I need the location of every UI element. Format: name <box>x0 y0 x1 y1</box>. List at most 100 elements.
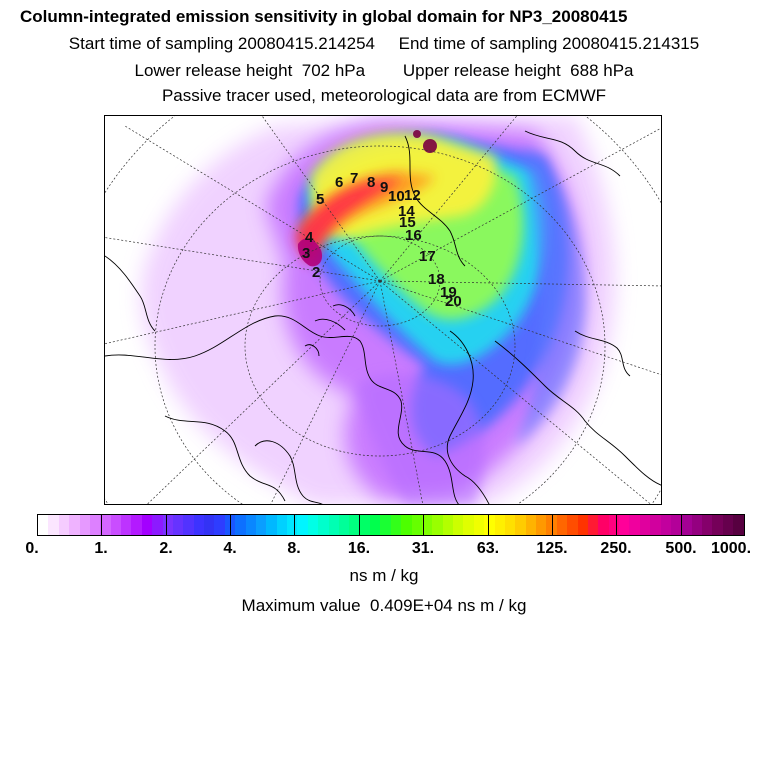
colorbar-swatch <box>266 515 277 535</box>
trajectory-label: 17 <box>419 248 436 265</box>
colorbar-swatch <box>338 515 350 535</box>
colorbar-tick <box>294 514 295 536</box>
colorbar-tick-label: 2. <box>159 540 173 557</box>
meridian-1 <box>105 237 381 282</box>
colorbar-swatch <box>691 515 702 535</box>
colorbar-swatch <box>359 515 370 535</box>
trajectory-label: 18 <box>428 271 445 288</box>
trajectory-label: 5 <box>316 191 324 208</box>
trajectory-label: 7 <box>350 170 358 187</box>
colorbar-tick-label: 63. <box>476 540 500 557</box>
trajectory-label: 10 <box>388 188 405 205</box>
colorbar-swatch <box>172 515 184 535</box>
field-hotspot-2 <box>413 130 421 138</box>
field-level-magenta-core <box>297 238 323 267</box>
colorbar-swatch <box>318 515 329 535</box>
colorbar-swatch <box>722 515 734 535</box>
colorbar-swatch <box>307 515 319 535</box>
graticule <box>105 116 661 504</box>
colorbar-swatch <box>660 515 671 535</box>
latitude-circle-middle <box>154 145 606 504</box>
colorbar-swatch <box>390 515 402 535</box>
colorbar-swatch <box>100 515 111 535</box>
colorbar-swatch <box>79 515 90 535</box>
colorbar-swatch <box>525 515 536 535</box>
coast-japan <box>105 255 156 332</box>
colorbar-tick <box>552 514 553 536</box>
colorbar-swatch <box>712 515 723 535</box>
colorbar-units: ns m / kg <box>349 566 419 585</box>
colorbar-swatch <box>214 515 225 535</box>
colorbar-swatch <box>58 515 70 535</box>
meridian-6 <box>379 280 651 504</box>
colorbar-tick-label: 16. <box>347 540 371 557</box>
field-level-orange <box>300 171 435 256</box>
map-canvas: 2 3 4 5 6 7 8 9 10 12 14 15 16 17 18 19 … <box>105 116 661 504</box>
colorbar-swatch <box>235 515 246 535</box>
trajectory-label: 16 <box>405 227 422 244</box>
trajectory-label: 8 <box>367 174 375 191</box>
coast-greenland <box>446 330 490 504</box>
upper-release-label: Upper release height 688 hPa <box>402 61 634 80</box>
plot-title: Column-integrated emission sensitivity i… <box>20 7 628 26</box>
colorbar-swatch <box>224 515 236 535</box>
colorbar-swatch <box>380 515 391 535</box>
coast-alaska <box>404 135 466 267</box>
colorbar-tick <box>423 514 424 536</box>
colorbar-tick <box>101 514 102 536</box>
colorbar-swatch <box>38 515 49 535</box>
colorbar-swatch <box>567 515 578 535</box>
colorbar-swatch <box>556 515 568 535</box>
coast-pacific <box>524 130 621 177</box>
colorbar-swatch <box>48 515 59 535</box>
colorbar-swatch <box>110 515 121 535</box>
colorbar-swatch <box>577 515 588 535</box>
colorbar-tick <box>681 514 682 536</box>
coast-eurasia <box>105 315 460 504</box>
field-southern-branch <box>355 373 484 504</box>
colorbar-swatch <box>204 515 215 535</box>
colorbar-swatch <box>504 515 516 535</box>
colorbar-tick-label: 250. <box>600 540 632 557</box>
trajectory-label: 19 <box>440 284 457 301</box>
latitude-circle-pole <box>319 235 441 327</box>
colorbar-tick-label: 4. <box>223 540 237 557</box>
meridian-10 <box>379 116 518 282</box>
colorbar-tick-label: 31. <box>411 540 435 557</box>
colorbar-tick <box>230 514 231 536</box>
trajectory-label: 20 <box>445 293 462 310</box>
trajectory-labels: 2 3 4 5 6 7 8 9 10 12 14 15 16 17 18 19 … <box>302 170 462 310</box>
field-right-edge <box>515 146 585 446</box>
colorbar-tick-label: 1. <box>94 540 108 557</box>
colorbar-tick <box>488 514 489 536</box>
colorbar-swatch <box>349 515 360 535</box>
colorbar-swatch <box>432 515 443 535</box>
maximum-value-note: Maximum value 0.409E+04 ns m / kg <box>241 596 527 615</box>
colorbar-swatch <box>89 515 101 535</box>
colorbar-tick <box>359 514 360 536</box>
colorbar-swatch <box>255 515 267 535</box>
colorbar-swatch <box>152 515 163 535</box>
colorbar-swatch <box>421 515 433 535</box>
colorbar <box>37 514 745 536</box>
coast-arctic-islands <box>304 304 356 357</box>
colorbar-swatch <box>639 515 651 535</box>
start-time-label: Start time of sampling 20080415.214254 <box>68 34 376 53</box>
colorbar-swatch <box>515 515 526 535</box>
meridian-12 <box>124 125 381 282</box>
colorbar-tick-label: 8. <box>287 540 301 557</box>
trajectory-label: 14 <box>398 203 415 220</box>
coast-europe <box>164 415 286 502</box>
colorbar-swatch <box>598 515 609 535</box>
sensitivity-map: 2 3 4 5 6 7 8 9 10 12 14 15 16 17 18 19 … <box>104 115 662 505</box>
trajectory-label: 2 <box>312 264 320 281</box>
colorbar-swatch <box>670 515 682 535</box>
colorbar-swatch <box>629 515 640 535</box>
colorbar-tick <box>616 514 617 536</box>
coast-scandinavia <box>254 440 323 504</box>
coast-hudson <box>574 330 631 377</box>
coast-north-america <box>494 340 661 486</box>
colorbar-swatch <box>297 515 308 535</box>
colorbar-tick <box>166 514 167 536</box>
colorbar-swatch <box>536 515 547 535</box>
